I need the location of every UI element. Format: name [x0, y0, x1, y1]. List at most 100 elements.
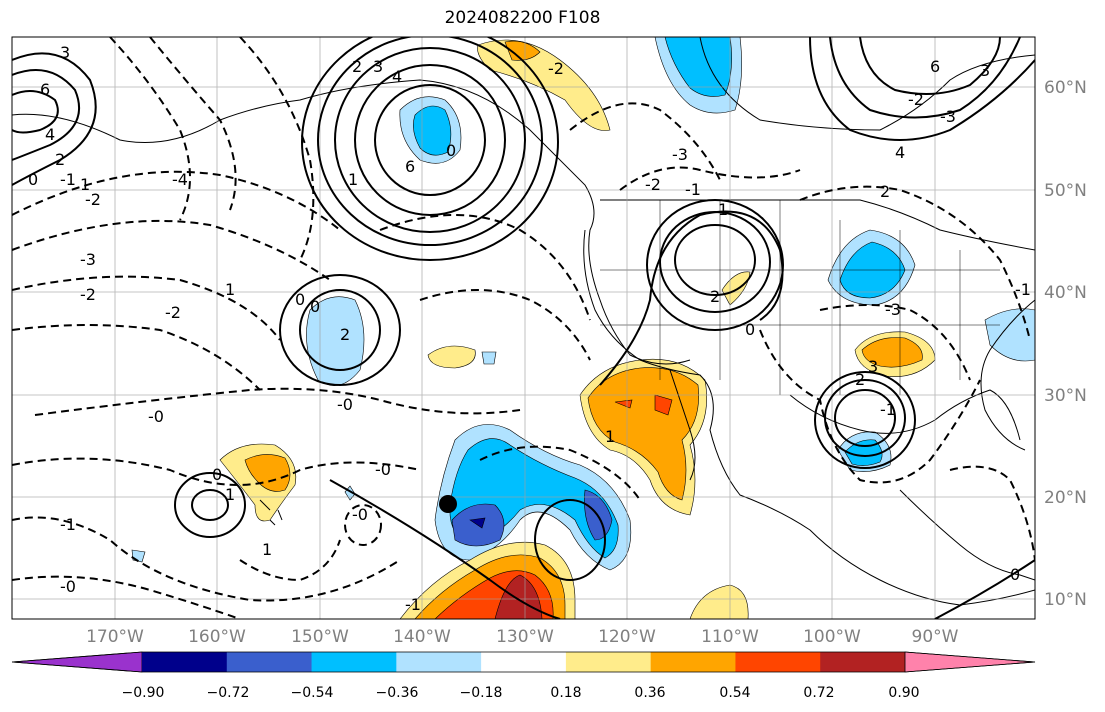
contour-label: 1 [262, 540, 272, 559]
contour-label: 1 [225, 485, 235, 504]
contour-label: 0 [745, 320, 755, 339]
colorbar-tick-label: 0.54 [719, 685, 750, 701]
contour-label: -0 [148, 407, 164, 426]
contour-label: 1 [718, 200, 728, 219]
map-frame [11, 36, 1036, 620]
contour-label: -3 [885, 300, 901, 319]
lon-label: 120°W [598, 627, 656, 647]
colorbar-segment [565, 652, 652, 672]
hawaii-islands [259, 499, 283, 526]
contour-label: 0 [212, 465, 222, 484]
contour-label: -2 [548, 59, 564, 78]
anomaly-negative-hudson-core [664, 37, 732, 97]
lon-label: 130°W [496, 627, 554, 647]
contour-label: -1 [685, 180, 701, 199]
contour-label: -1 [405, 595, 421, 614]
lat-label: 60°N [1044, 78, 1087, 98]
lat-label: 10°N [1044, 590, 1087, 610]
colorbar-tick-label: −0.18 [460, 685, 503, 701]
colorbar-tick-label: 0.72 [803, 685, 834, 701]
contour-label: 3 [868, 357, 878, 376]
contour-label: 3 [373, 57, 383, 76]
contour-label: -2 [165, 303, 181, 322]
contour-label: 0 [28, 170, 38, 189]
contour-label: 1 [348, 170, 358, 189]
contour-label: -1 [60, 515, 76, 534]
colorbar-extend-low [11, 651, 143, 673]
anomaly-positive-small [427, 345, 476, 369]
lon-label: 140°W [393, 627, 451, 647]
colorbar-tick-label: 0.36 [634, 685, 665, 701]
contour-label: 0 [446, 141, 456, 160]
colorbar-segment [226, 652, 313, 672]
lat-label: 50°N [1044, 181, 1087, 201]
latitude-labels: 60°N 50°N 40°N 30°N 20°N 10°N [1044, 78, 1087, 610]
contour-label: 6 [405, 157, 415, 176]
colorbar-tick-label: 0.18 [550, 685, 581, 701]
contour-label: 6 [40, 80, 50, 99]
colorbar-tick-label: −0.54 [291, 685, 334, 701]
lon-label: 90°W [912, 627, 959, 647]
contour-label: -2 [85, 190, 101, 209]
alaska-coast [12, 79, 691, 365]
contour-label: 3 [980, 61, 990, 80]
longitude-labels: 170°W 160°W 150°W 140°W 130°W 120°W 110°… [86, 627, 959, 647]
lon-label: 160°W [188, 627, 246, 647]
contour-label: 0 [310, 297, 320, 316]
colorbar-segment [396, 652, 482, 672]
contour-label: -2 [645, 175, 661, 194]
contour-label: 0 [295, 290, 305, 309]
contour-label: -0 [337, 395, 353, 414]
lat-label: 20°N [1044, 488, 1087, 508]
contour-label: 2 [352, 57, 362, 76]
contours-positive [12, 37, 1035, 619]
colorbar-segment [311, 652, 397, 672]
contour-label: 4 [392, 67, 402, 86]
colorbar-segment [142, 652, 228, 672]
colorbar-segment [481, 652, 567, 672]
us-west-coast [583, 229, 1035, 606]
contour-label: 2 [340, 325, 350, 344]
lat-label: 40°N [1044, 283, 1087, 303]
storm-position-marker [439, 495, 457, 513]
anomaly-positive-bc [477, 39, 611, 131]
contour-label: -3 [940, 107, 956, 126]
hudson-bay [699, 37, 1035, 131]
colorbar-segment [735, 652, 821, 672]
contour-label: -1 [880, 400, 896, 419]
colorbar-tick-labels: −0.90 −0.72 −0.54 −0.36 −0.18 0.18 0.36 … [122, 685, 920, 701]
contour-label: -1 [60, 170, 76, 189]
lon-label: 100°W [803, 627, 861, 647]
colorbar-segment [650, 652, 736, 672]
contour-label: 0 [1010, 565, 1020, 584]
contour-label: 4 [45, 125, 55, 144]
lon-label: 110°W [701, 627, 759, 647]
colorbar-extend-high [904, 651, 1036, 673]
contour-label: 1 [80, 175, 90, 194]
colorbar-tick-label: −0.72 [207, 685, 250, 701]
lon-label: 150°W [291, 627, 349, 647]
contour-label: 2 [710, 287, 720, 306]
colorbar-tick-label: −0.36 [376, 685, 419, 701]
contour-label: 2 [880, 182, 890, 201]
contour-label: -3 [672, 145, 688, 164]
central-america [899, 489, 1035, 581]
contour-labels: 3 2 3 4 6 4 2 1 0 -1 -2 -3 -4 6 0 1 -3 -… [28, 43, 1031, 614]
contour-label: -0 [352, 505, 368, 524]
colorbar-frame [11, 651, 1036, 673]
shaded-anomalies [131, 37, 1035, 619]
contour-label: -0 [375, 460, 391, 479]
colorbar-tick-label: −0.90 [122, 685, 165, 701]
contour-label: -3 [80, 250, 96, 269]
contour-label: -2 [908, 90, 924, 109]
contour-label: 1 [605, 427, 615, 446]
contour-label: 3 [60, 43, 70, 62]
lon-label: 170°W [86, 627, 144, 647]
map-title: 2024082200 F108 [444, 8, 601, 28]
contours-negative [12, 37, 1035, 619]
lat-label: 30°N [1044, 386, 1087, 406]
colorbar-segment [820, 652, 906, 672]
contour-label: -0 [60, 577, 76, 596]
contour-label: 4 [895, 143, 905, 162]
